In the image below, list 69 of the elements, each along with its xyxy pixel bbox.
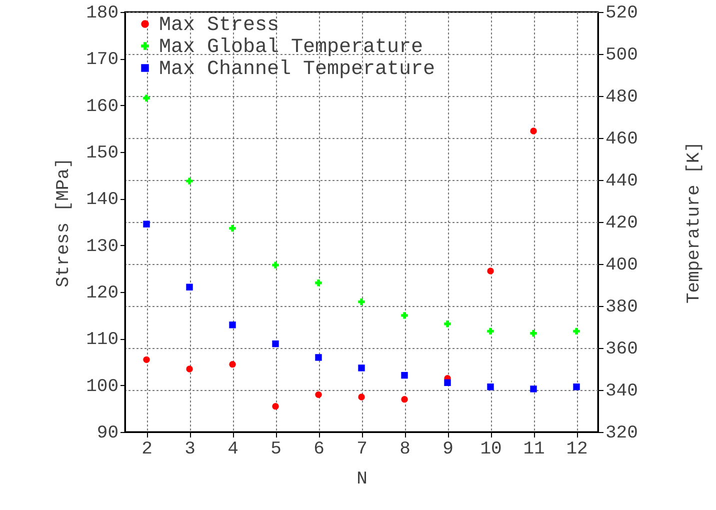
y2-tick-label: 460 (606, 130, 638, 150)
x-tick-label: 4 (228, 440, 238, 460)
x-axis-title: N (356, 470, 368, 490)
x-tick-label: 9 (442, 440, 454, 460)
point (530, 386, 537, 392)
point (143, 94, 150, 102)
point (444, 379, 451, 386)
x-tick-label: 6 (314, 440, 324, 460)
x-tick-label: 8 (400, 440, 410, 460)
y-tick-label: 180 (86, 4, 118, 24)
point (186, 178, 193, 184)
y-tick-label: 170 (86, 50, 118, 70)
point (487, 328, 494, 335)
point (272, 262, 279, 268)
point (401, 396, 408, 403)
legend-label: Max Stress (159, 14, 280, 37)
point (229, 322, 236, 328)
y2-tick-label: 320 (606, 424, 638, 444)
y-tick-label: 130 (86, 236, 118, 257)
point (444, 320, 451, 328)
point (272, 340, 279, 348)
x-tick-label: 5 (270, 440, 282, 460)
y-axis-title: Stress [MPa] (54, 158, 74, 288)
legend-label: Max Global Temperature (159, 36, 424, 59)
point (358, 394, 365, 400)
y-tick-label: 120 (86, 284, 118, 304)
point (229, 360, 236, 368)
x-tick-label: 3 (184, 440, 196, 460)
point (272, 402, 279, 410)
point (186, 284, 193, 290)
y-tick-label: 100 (86, 376, 118, 397)
x-tick-label: 11 (523, 440, 545, 460)
y2-tick-label: 360 (606, 340, 638, 360)
point (530, 330, 537, 337)
point (315, 391, 322, 398)
point (487, 268, 494, 274)
y-tick-label: 160 (86, 96, 118, 117)
point (186, 366, 193, 372)
y-tick-label: 110 (86, 330, 118, 350)
point (143, 356, 150, 364)
y2-axis-title: Temperature [K] (684, 141, 704, 304)
point (315, 354, 322, 361)
y2-tick-label: 480 (606, 88, 638, 108)
y-tick-label: 140 (86, 190, 118, 210)
y2-tick-label: 380 (606, 298, 638, 318)
x-tick-label: 12 (566, 440, 588, 460)
point (358, 364, 365, 372)
y-tick-label: 90 (96, 424, 118, 444)
point (358, 298, 365, 306)
y2-tick-label: 500 (606, 46, 638, 66)
point (315, 280, 322, 286)
y2-tick-label: 400 (606, 256, 638, 276)
x-tick-label: 10 (480, 440, 502, 460)
y-tick-label: 150 (86, 144, 118, 164)
x-tick-label: 2 (142, 440, 152, 460)
point (401, 312, 408, 319)
point (401, 372, 408, 379)
point (229, 224, 236, 232)
y2-tick-label: 440 (606, 172, 638, 192)
y2-tick-label: 420 (606, 214, 638, 234)
x-tick-label: 7 (356, 440, 368, 460)
y2-tick-label: 340 (606, 382, 638, 402)
y2-tick-label: 520 (606, 4, 638, 24)
point (530, 128, 537, 134)
legend-label: Max Channel Temperature (159, 58, 436, 81)
point (487, 383, 494, 390)
point (573, 328, 580, 335)
point (143, 220, 150, 228)
point (573, 383, 580, 390)
